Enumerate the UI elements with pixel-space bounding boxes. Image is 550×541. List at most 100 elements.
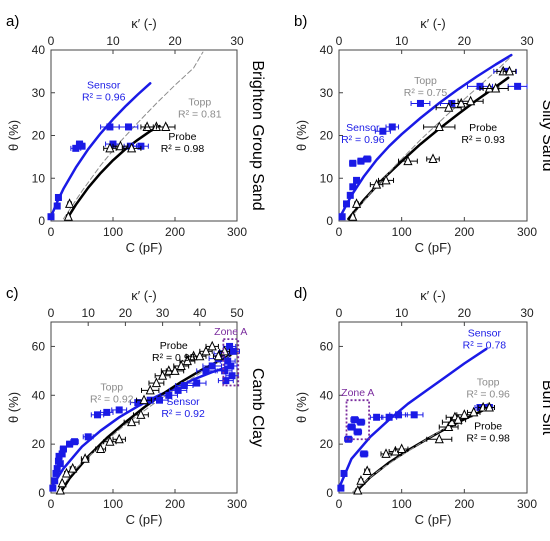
y-tick-label: 20 xyxy=(32,129,46,143)
data-point-sensor xyxy=(337,484,345,492)
data-point-probe xyxy=(176,360,186,370)
y-tick-label: 20 xyxy=(320,437,334,451)
data-point-sensor xyxy=(363,155,371,163)
data-point-probe xyxy=(195,350,205,361)
annotation-probe-line: Probe xyxy=(160,340,188,352)
data-point-sensor xyxy=(227,362,235,370)
data-point-sensor xyxy=(373,413,381,421)
x-tick-label: 100 xyxy=(103,225,123,239)
data-point-sensor xyxy=(134,399,142,407)
data-point-probe xyxy=(63,211,73,221)
fit-curve-sensor xyxy=(51,364,233,490)
panel-side-title: Brighton Group Sand xyxy=(249,60,266,210)
panel-label: b) xyxy=(294,13,307,30)
x-top-axis-label: κ′ (-) xyxy=(420,288,446,303)
y-tick-label: 0 xyxy=(326,486,333,500)
data-point-sensor xyxy=(349,183,357,191)
y-tick-label: 30 xyxy=(320,86,334,100)
data-point-sensor xyxy=(125,123,132,131)
data-point-probe xyxy=(207,340,217,351)
annotation-sensor-line: Sensor xyxy=(346,122,380,134)
annotation-probe-line: Probe xyxy=(474,420,502,432)
y-axis-label: θ (%) xyxy=(294,392,309,423)
data-point-probe xyxy=(114,433,124,444)
data-point-probe xyxy=(201,345,211,356)
annotation-topp-line: Topp xyxy=(188,97,211,109)
panel-label: a) xyxy=(6,13,19,30)
data-point-probe xyxy=(491,82,501,93)
data-point-probe xyxy=(403,155,413,166)
x-top-tick-label: 10 xyxy=(82,306,96,320)
data-point-probe xyxy=(61,467,72,478)
data-point-probe xyxy=(161,121,171,131)
data-point-probe xyxy=(151,377,161,388)
data-point-sensor xyxy=(379,127,387,135)
zone-label: Zone A xyxy=(341,387,374,399)
x-top-tick-label: 30 xyxy=(156,306,170,320)
x-tick-label: 0 xyxy=(336,225,343,239)
x-top-tick-label: 20 xyxy=(119,306,133,320)
y-tick-label: 20 xyxy=(320,129,334,143)
annotation-topp-line: R² = 0.96 xyxy=(466,389,510,401)
data-point-probe xyxy=(80,453,90,463)
data-point-probe xyxy=(362,465,372,476)
x-top-tick-label: 50 xyxy=(230,306,244,320)
data-point-sensor xyxy=(343,200,351,208)
x-top-tick-label: 0 xyxy=(48,34,55,48)
data-point-sensor xyxy=(180,382,188,390)
data-point-sensor xyxy=(94,411,101,419)
x-tick-label: 200 xyxy=(454,225,474,239)
data-point-probe xyxy=(145,384,155,395)
data-point-sensor xyxy=(385,413,393,421)
data-point-sensor xyxy=(106,123,114,131)
data-point-sensor xyxy=(354,428,362,436)
data-point-sensor xyxy=(56,460,64,468)
data-point-sensor xyxy=(115,406,123,414)
annotation-sensor-line: Sensor xyxy=(166,396,200,408)
x-top-tick-label: 30 xyxy=(230,34,244,48)
x-tick-label: 0 xyxy=(336,497,343,511)
zone-label: Zone A xyxy=(214,326,247,338)
x-top-axis-label: κ′ (-) xyxy=(131,288,157,303)
data-point-sensor xyxy=(346,191,354,199)
data-point-sensor xyxy=(165,391,173,399)
data-point-sensor xyxy=(208,362,216,370)
x-tick-label: 200 xyxy=(165,497,185,511)
x-top-tick-label: 20 xyxy=(458,34,472,48)
data-point-probe xyxy=(182,355,192,366)
plot-frame xyxy=(338,321,528,494)
annotation-probe-line: R² = 0.98 xyxy=(161,143,205,155)
data-point-sensor xyxy=(338,213,346,221)
data-point-sensor xyxy=(228,372,236,380)
y-tick-label: 40 xyxy=(32,388,46,402)
annotation-probe-line: Probe xyxy=(168,131,196,143)
x-top-tick-label: 0 xyxy=(336,306,343,320)
data-point-probe xyxy=(127,142,137,153)
x-tick-label: 300 xyxy=(517,225,537,239)
data-point-sensor xyxy=(360,450,368,458)
y-tick-label: 0 xyxy=(38,214,45,228)
data-point-sensor xyxy=(222,377,230,385)
annotation-probe-line: R² = 0.98 xyxy=(466,432,510,444)
annotation-sensor-line: Sensor xyxy=(87,79,121,91)
x-top-tick-label: 30 xyxy=(520,34,534,48)
x-tick-label: 200 xyxy=(165,225,185,239)
data-point-sensor xyxy=(59,445,67,453)
data-point-sensor xyxy=(224,357,232,365)
data-point-probe xyxy=(381,448,391,458)
x-top-tick-label: 10 xyxy=(395,34,409,48)
annotation-sensor-line: R² = 0.78 xyxy=(463,340,507,352)
annotation-topp-line: R² = 0.81 xyxy=(178,109,222,121)
fit-curve-sensor xyxy=(339,347,488,490)
panel-side-title: Silty Sand xyxy=(539,99,550,171)
data-point-sensor xyxy=(351,416,359,424)
x-top-tick-label: 0 xyxy=(48,306,55,320)
x-tick-label: 200 xyxy=(454,497,474,511)
x-tick-label: 300 xyxy=(517,497,537,511)
annotation-sensor-line: Sensor xyxy=(468,328,502,340)
y-tick-label: 10 xyxy=(320,171,334,185)
data-point-probe xyxy=(65,198,75,208)
y-axis-label: θ (%) xyxy=(6,120,21,151)
